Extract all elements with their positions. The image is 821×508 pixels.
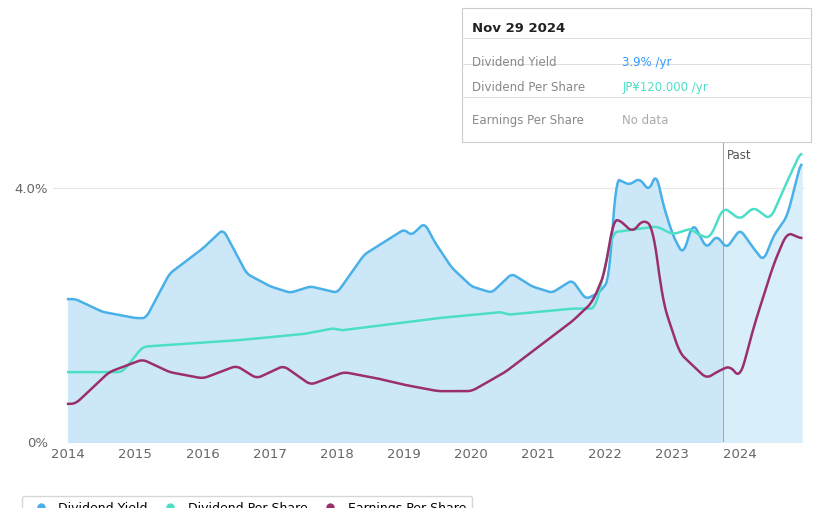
Text: Nov 29 2024: Nov 29 2024 <box>472 22 566 35</box>
Text: 3.9% /yr: 3.9% /yr <box>622 56 672 69</box>
Text: Dividend Yield: Dividend Yield <box>472 56 557 69</box>
Text: No data: No data <box>622 114 668 128</box>
Text: JP¥120.000 /yr: JP¥120.000 /yr <box>622 81 708 94</box>
Text: Earnings Per Share: Earnings Per Share <box>472 114 584 128</box>
Text: Dividend Per Share: Dividend Per Share <box>472 81 585 94</box>
Text: Past: Past <box>727 149 751 163</box>
Legend: Dividend Yield, Dividend Per Share, Earnings Per Share: Dividend Yield, Dividend Per Share, Earn… <box>22 495 472 508</box>
